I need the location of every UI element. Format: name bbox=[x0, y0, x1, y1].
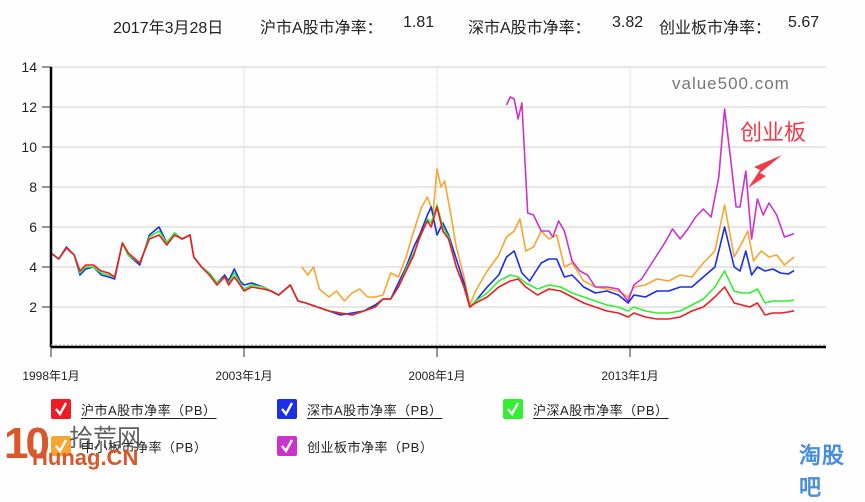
checkbox-checked-icon[interactable] bbox=[503, 399, 523, 419]
checkbox-checked-icon[interactable] bbox=[51, 399, 71, 419]
line-chart: 2 4 6 8 10 12 14 1998年1月 2003年1月 2008年1月 2013年1月 bbox=[21, 59, 826, 383]
watermark-logo-left: 10 拾荒网 Hunag.CN bbox=[4, 419, 141, 473]
x-tick-label: 2003年1月 bbox=[215, 369, 272, 383]
y-tick-label: 4 bbox=[29, 259, 37, 275]
legend-item-gem[interactable]: 创业板市净率（PB） bbox=[277, 435, 433, 457]
chart-title-bar: 2017年3月28日 沪市A股市净率： 1.81 深市A股市净率： 3.82 创… bbox=[0, 14, 865, 38]
y-tick-label: 14 bbox=[21, 59, 37, 75]
series-line bbox=[301, 168, 795, 306]
y-tick-label: 6 bbox=[29, 219, 37, 235]
legend-label[interactable]: 中小板市净率（PB） bbox=[81, 439, 208, 455]
legend-label[interactable]: 沪深A股市净率（PB） bbox=[533, 402, 669, 418]
chart-legend: 沪市A股市净率（PB） 深市A股市净率（PB） 沪深A股市净率（PB） 中小板市… bbox=[0, 395, 865, 475]
y-tick-label: 10 bbox=[21, 139, 37, 155]
legend-item-sz[interactable]: 深市A股市净率（PB） bbox=[277, 398, 443, 420]
watermark-site: value500.com bbox=[672, 74, 790, 93]
legend-item-sme[interactable]: 中小板市净率（PB） bbox=[51, 435, 207, 457]
logo-number: 10 bbox=[4, 419, 50, 468]
y-tick-label: 8 bbox=[29, 179, 37, 195]
checkbox-checked-icon[interactable] bbox=[51, 436, 71, 456]
x-tick-label: 2008年1月 bbox=[408, 369, 465, 383]
logo-english: Hunag.CN bbox=[32, 445, 139, 470]
series-line bbox=[50, 204, 795, 316]
chart-axes: 2 4 6 8 10 12 14 1998年1月 2003年1月 2008年1月 2013年1月 bbox=[21, 59, 826, 383]
annotation-arrow-icon bbox=[748, 155, 782, 188]
legend-label[interactable]: 深市A股市净率（PB） bbox=[307, 402, 443, 418]
legend-item-sh[interactable]: 沪市A股市净率（PB） bbox=[51, 398, 217, 420]
title-sz-label: 深市A股市净率： bbox=[468, 20, 591, 37]
title-date: 2017年3月28日 bbox=[113, 20, 224, 37]
title-gem-label: 创业板市净率： bbox=[659, 20, 772, 37]
checkbox-checked-icon[interactable] bbox=[277, 436, 297, 456]
title-sz-value: 3.82 bbox=[612, 14, 644, 31]
title-sh-label: 沪市A股市净率： bbox=[260, 20, 383, 37]
chart-grid bbox=[51, 66, 826, 347]
logo-chinese: 拾荒网 bbox=[69, 424, 141, 452]
title-gem-value: 5.67 bbox=[788, 14, 820, 31]
legend-label[interactable]: 创业板市净率（PB） bbox=[307, 439, 434, 455]
series-line bbox=[505, 96, 795, 302]
y-tick-label: 2 bbox=[29, 299, 37, 315]
annotation-label: 创业板 bbox=[740, 121, 807, 146]
series-line bbox=[50, 206, 795, 320]
checkbox-checked-icon[interactable] bbox=[277, 399, 297, 419]
x-tick-label: 2013年1月 bbox=[601, 369, 658, 383]
watermark-logo-right: 淘股吧 bbox=[799, 444, 846, 501]
x-tick-label: 1998年1月 bbox=[22, 369, 79, 383]
title-sh-value: 1.81 bbox=[403, 14, 435, 31]
legend-label[interactable]: 沪市A股市净率（PB） bbox=[81, 402, 217, 418]
legend-item-shsz[interactable]: 沪深A股市净率（PB） bbox=[503, 398, 669, 420]
y-tick-label: 12 bbox=[21, 99, 37, 115]
series-line bbox=[50, 206, 795, 316]
chart-series bbox=[50, 96, 795, 320]
